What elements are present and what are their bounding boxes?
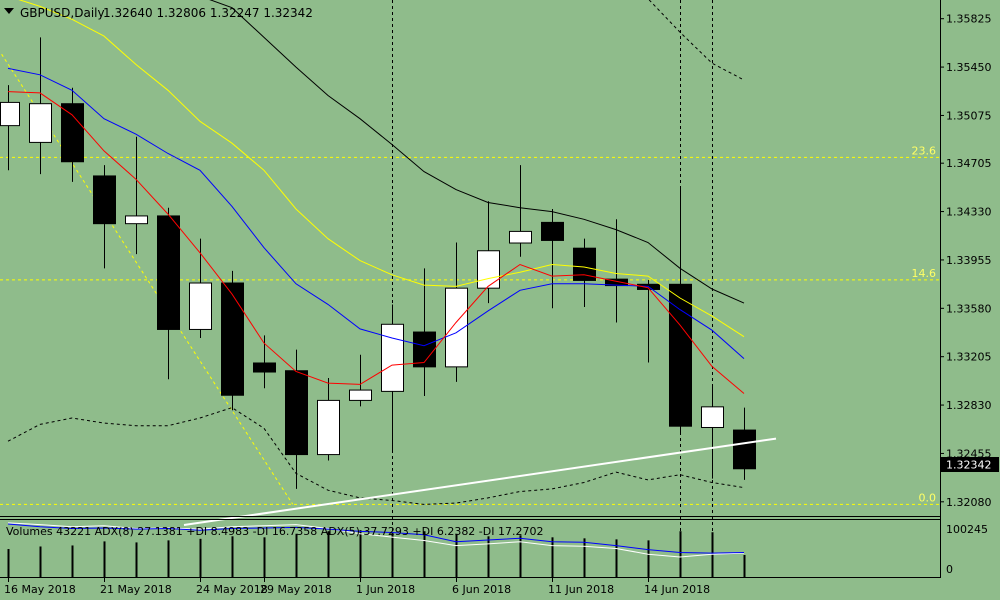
envelope-upper-line	[648, 0, 745, 81]
price-tick-label: 1.35075	[946, 109, 992, 122]
bear-candle	[61, 103, 84, 163]
subwindow-scale-bottom: 0	[946, 563, 953, 576]
time-tick-label: 11 Jun 2018	[548, 583, 614, 596]
bull-candle	[189, 282, 212, 330]
bear-candle	[413, 331, 436, 368]
fibo-level-label: 0.0	[919, 491, 937, 504]
time-tick-label: 29 May 2018	[260, 583, 332, 596]
price-tick-label: 1.32080	[946, 496, 992, 509]
bull-candle	[29, 103, 52, 143]
ma-black-line	[209, 0, 745, 304]
envelope-lower-line	[7, 407, 745, 505]
price-tick-label: 1.33955	[946, 254, 992, 267]
ohlc-values: 1.32640 1.32806 1.32247 1.32342	[103, 6, 313, 20]
subwindow-indicator-info: Volumes 43221 ADX(8) 27.1381 +DI 8.4983 …	[6, 525, 543, 538]
bull-candle	[381, 323, 404, 392]
bull-candle	[317, 399, 340, 456]
support-trendline	[183, 437, 777, 527]
time-tick-label: 14 Jun 2018	[644, 583, 710, 596]
bull-candle	[445, 287, 468, 368]
trend-lines	[183, 437, 777, 527]
symbol-timeframe: GBPUSD,Daily	[20, 6, 105, 20]
bear-candle	[285, 370, 308, 456]
adx-blue-line	[7, 523, 745, 554]
current-price-tag: 1.32342	[946, 459, 992, 472]
adx-white-line	[7, 522, 745, 558]
ma-red-line	[7, 91, 745, 394]
fibo-diagonal-line	[1, 53, 294, 505]
bull-candle	[509, 230, 532, 244]
bear-candle	[669, 283, 692, 427]
time-tick-label: 1 Jun 2018	[356, 583, 415, 596]
bear-candle	[541, 221, 564, 241]
bull-candle	[0, 101, 20, 127]
time-tick-label: 24 May 2018	[196, 583, 268, 596]
price-tick-label: 1.35825	[946, 13, 992, 26]
bear-candle	[93, 175, 116, 225]
current-price-tag-bg	[941, 457, 999, 472]
price-tick-label: 1.33580	[946, 302, 992, 315]
bear-candle	[573, 247, 596, 281]
price-tick-label: 1.32830	[946, 399, 992, 412]
bull-candle	[701, 406, 724, 428]
price-axis: 1.35825 1.35450 1.35075 1.34705 1.34330 1.339…	[940, 13, 992, 509]
price-tick-label: 1.34705	[946, 157, 992, 170]
subwindow-scale-top: 100245	[946, 523, 988, 536]
bull-candle	[349, 389, 372, 401]
ma-blue-line	[7, 67, 745, 359]
moving-averages	[7, 0, 745, 505]
time-tick-label: 6 Jun 2018	[452, 583, 511, 596]
bull-candle	[125, 215, 148, 225]
bear-candle	[733, 429, 756, 470]
fibo-level-label: 23.6	[912, 144, 937, 157]
bear-candle	[221, 282, 244, 396]
bear-candle	[253, 362, 276, 373]
time-tick-label: 16 May 2018	[4, 583, 76, 596]
price-tick-label: 1.34330	[946, 206, 992, 219]
price-tick-label: 1.35450	[946, 61, 992, 74]
price-tick-label: 1.33205	[946, 351, 992, 364]
candle-bodies	[0, 101, 756, 470]
bull-candle	[477, 250, 500, 289]
time-tick-label: 21 May 2018	[100, 583, 172, 596]
fibonacci-levels: 23.6 14.6 0.0	[0, 53, 940, 505]
chart-menu-triangle-icon[interactable]	[4, 8, 14, 14]
bear-candle	[157, 215, 180, 330]
ma-yellow-line	[18, 0, 745, 338]
fibo-level-label: 14.6	[912, 267, 937, 280]
indicator-subwindow	[7, 522, 746, 577]
